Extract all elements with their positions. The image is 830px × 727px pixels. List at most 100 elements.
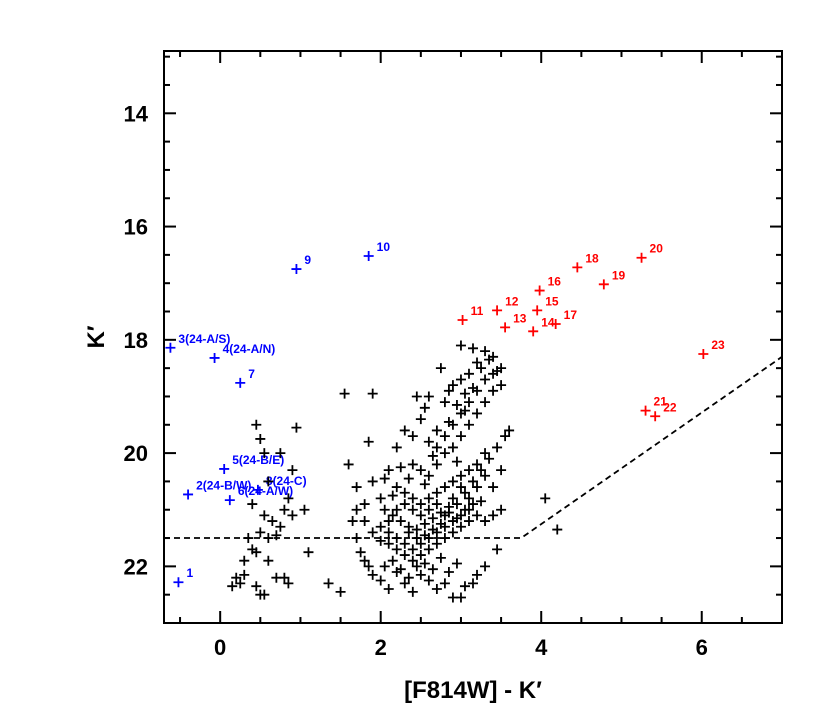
data-point-label: 11 — [471, 304, 484, 318]
data-point-plus-mark — [251, 581, 262, 592]
data-point-plus-mark — [243, 533, 254, 544]
data-point-plus-mark — [455, 482, 466, 493]
data-point-plus-mark — [363, 251, 374, 262]
data-point-plus-mark — [271, 530, 282, 541]
data-point-plus-mark — [480, 374, 491, 385]
data-point-plus-mark — [431, 459, 442, 470]
data-point-plus-mark — [239, 555, 250, 566]
data-point-plus-mark — [259, 589, 270, 600]
data-point-plus-mark — [443, 416, 454, 427]
data-point-plus-mark — [275, 448, 286, 459]
data-point-label: 4(24-A/N) — [223, 342, 276, 356]
data-point-plus-mark — [480, 561, 491, 572]
data-point-label: 21 — [654, 395, 668, 409]
data-point-plus-mark — [468, 382, 478, 393]
data-point-plus-mark — [263, 476, 274, 487]
y-tick-label: 18 — [124, 328, 148, 353]
data-point-plus-mark — [359, 516, 370, 527]
data-point-plus-mark — [447, 442, 458, 453]
data-point-plus-mark — [403, 572, 414, 583]
data-point-plus-mark — [472, 510, 483, 521]
data-point-plus-mark — [463, 397, 474, 408]
data-point-plus-mark — [431, 584, 442, 595]
data-point-label: 23 — [711, 338, 725, 352]
data-point-plus-mark — [552, 524, 563, 535]
data-point-plus-mark — [224, 495, 235, 506]
plot-frame — [163, 50, 783, 624]
data-point-plus-mark — [423, 391, 434, 402]
data-point-plus-mark — [403, 527, 414, 538]
data-point-plus-mark — [500, 431, 511, 442]
data-point-plus-mark — [399, 578, 410, 589]
data-point-plus-mark — [183, 489, 194, 500]
data-point-plus-mark — [468, 343, 478, 354]
data-point-plus-mark — [480, 448, 491, 459]
data-point-plus-mark — [303, 547, 314, 558]
series-unlabeled — [227, 340, 563, 603]
data-point-label: 6(24-A/W) — [238, 484, 293, 498]
data-point-plus-mark — [698, 348, 709, 359]
data-point-plus-mark — [463, 493, 474, 504]
data-point-plus-mark — [423, 575, 434, 586]
data-point-plus-mark — [423, 544, 434, 555]
data-point-label: 5(24-B/E) — [232, 453, 284, 467]
data-point-plus-mark — [363, 436, 374, 447]
data-point-plus-mark — [335, 586, 346, 597]
data-point-plus-mark — [419, 518, 430, 529]
data-point-plus-mark — [367, 476, 378, 487]
data-point-plus-mark — [532, 305, 543, 316]
data-point-plus-mark — [459, 504, 470, 515]
data-point-label: 8(24-C) — [266, 474, 307, 488]
data-point-plus-mark — [355, 547, 366, 558]
data-point-plus-mark — [363, 561, 374, 572]
data-point-plus-mark — [435, 552, 446, 563]
data-point-label: 13 — [513, 311, 527, 325]
data-point-plus-mark — [534, 285, 545, 296]
data-point-plus-mark — [407, 431, 418, 442]
data-point-plus-mark — [387, 555, 398, 566]
data-point-plus-mark — [259, 448, 270, 459]
data-point-plus-mark — [403, 473, 414, 484]
data-point-plus-mark — [636, 252, 647, 263]
data-point-plus-mark — [287, 465, 298, 476]
data-point-plus-mark — [415, 499, 426, 510]
data-point-plus-mark — [415, 414, 426, 425]
data-point-plus-mark — [383, 527, 394, 538]
data-point-plus-mark — [496, 504, 507, 515]
data-point-plus-mark — [472, 357, 483, 368]
data-point-plus-mark — [598, 279, 609, 290]
data-point-plus-mark — [291, 264, 302, 275]
data-point-plus-mark — [427, 513, 438, 524]
data-point-plus-mark — [235, 578, 246, 589]
data-point-plus-mark — [550, 318, 561, 329]
data-point-plus-mark — [423, 436, 434, 447]
data-point-plus-mark — [343, 459, 354, 470]
x-tick-label: 6 — [696, 635, 708, 660]
data-point-plus-mark — [455, 374, 466, 385]
data-point-plus-mark — [427, 524, 438, 535]
data-point-plus-mark — [383, 584, 394, 595]
data-point-plus-mark — [399, 425, 410, 436]
data-point-plus-mark — [468, 578, 478, 589]
data-point-plus-mark — [231, 572, 242, 583]
data-point-plus-mark — [463, 368, 474, 379]
data-point-plus-mark — [291, 422, 302, 433]
data-point-plus-mark — [459, 388, 470, 399]
data-point-plus-mark — [235, 377, 246, 388]
data-point-plus-mark — [407, 555, 418, 566]
data-point-plus-mark — [165, 342, 176, 353]
data-point-plus-mark — [443, 385, 454, 396]
data-point-plus-mark — [459, 487, 470, 498]
data-point-plus-mark — [431, 425, 442, 436]
data-point-plus-mark — [451, 499, 462, 510]
data-point-plus-mark — [391, 533, 402, 544]
data-point-plus-mark — [455, 340, 466, 351]
data-point-plus-mark — [439, 448, 450, 459]
data-point-plus-mark — [459, 581, 470, 592]
data-point-plus-mark — [283, 578, 294, 589]
data-point-label: 14 — [541, 315, 555, 329]
data-point-plus-mark — [407, 493, 418, 504]
data-point-plus-mark — [476, 363, 487, 374]
data-point-plus-mark — [379, 504, 390, 515]
